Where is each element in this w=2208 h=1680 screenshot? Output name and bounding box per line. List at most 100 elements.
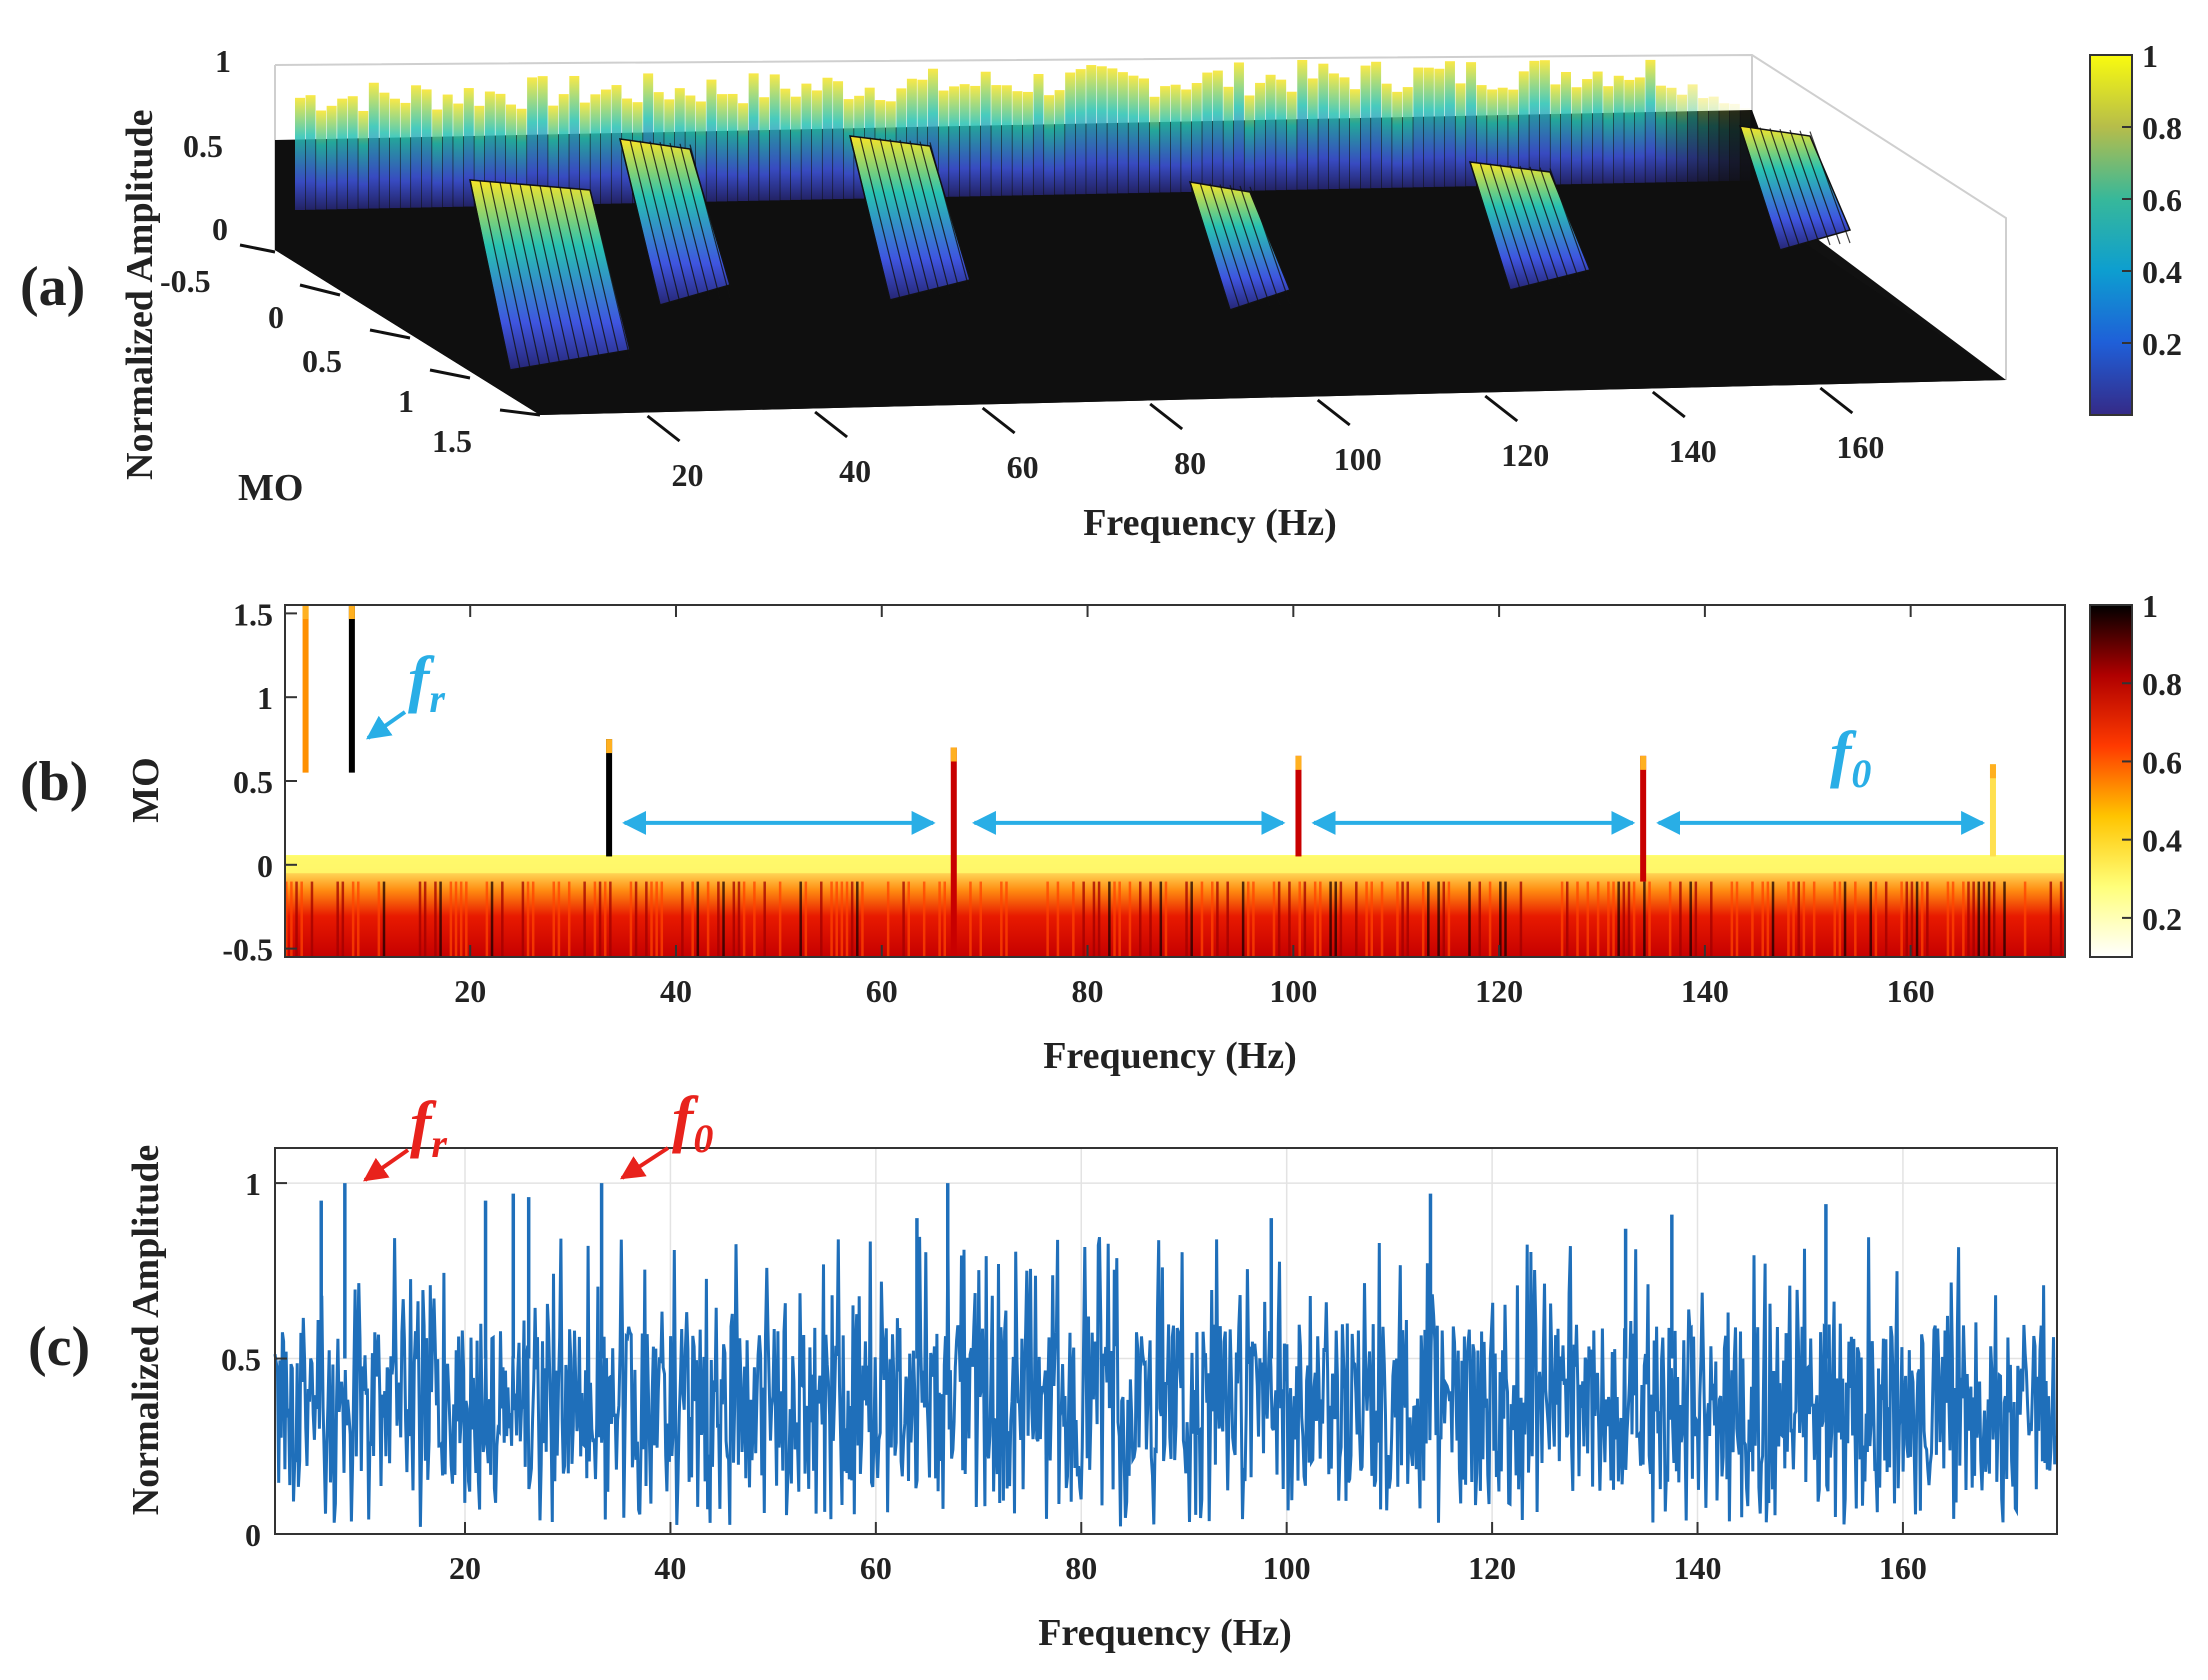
surface-peak [326,105,337,210]
ridge-mesh-line [859,136,901,300]
surface-peak [1012,91,1023,196]
heatmap-stripe [1072,881,1075,957]
ridge-mesh-line [509,183,551,367]
heatmap-stripe [1730,881,1734,957]
heatmap-stripe [609,881,612,957]
surface-peak [811,90,822,200]
heatmap-stripe [1787,881,1790,957]
heatmap-stripe [485,881,489,957]
heatmap-stripe [820,881,823,957]
surface-peak [368,82,379,209]
ridge-mesh-line [479,180,521,370]
ridge-mesh-line [1519,165,1561,286]
heatmap-stripe [691,881,694,957]
surface-peak [769,74,780,201]
ridge-mesh-line [569,187,611,361]
heatmap-stripe [1910,881,1914,957]
heatmap-stripe [1272,881,1276,957]
surface-peak [1603,86,1614,184]
heatmap-stripe [1710,881,1713,957]
surface-peak [1698,98,1709,182]
y-axis-label: Normalized Amplitude [125,1145,167,1515]
heatmap-stripe [1427,881,1430,957]
x-tick-label: 80 [1065,1550,1097,1586]
heatmap-stripe [1560,881,1564,957]
colorbar-tick-label: 0.4 [2142,823,2182,859]
colorbar-tick-label: 0.6 [2142,744,2182,780]
colorbar-a-bar [2089,54,2133,416]
surface-peak [548,105,559,205]
surface-peak [1265,74,1276,191]
annotation-f0-c-letter: f0 [672,1083,713,1161]
heatmap-line-cap [606,739,613,754]
surface-peak [295,97,305,210]
surface-peak [316,110,327,210]
heatmap-stripe [886,881,890,957]
heatmap-stripe [1288,881,1291,957]
ridge-mesh-line [1199,182,1241,310]
surface-peak [980,71,991,197]
x-tick-label: 80 [1174,445,1206,481]
surface-peak [970,85,981,197]
heatmap-stripe [1771,881,1775,957]
surface-peak [432,109,443,208]
x-tick-mark [814,410,849,439]
plot-frame [274,1147,2058,1535]
surface-peak [1645,59,1656,183]
ridge-mesh-line [689,144,731,299]
heatmap-line [1989,764,1996,857]
heatmap-stripe [845,881,849,957]
surface-peak [1666,87,1677,183]
heatmap-line [348,605,355,773]
heatmap-area [284,604,2066,958]
ridge-mesh-line [679,143,721,300]
surface-peak [569,75,580,205]
heatmap-stripe [1607,881,1610,957]
ridge-mesh-line [1479,162,1521,290]
heatmap-lines [302,605,1996,957]
surface-peak [516,108,527,206]
surface-peak [453,103,464,207]
surface-peak [1107,68,1118,194]
z-tick: 0 [212,211,228,247]
heatmap-stripe [531,881,535,957]
ridge-mesh-line [1489,163,1531,289]
heatmap-stripe [1313,881,1317,957]
ridge-mesh-line [659,142,701,302]
heatmap-stripe [1334,881,1337,957]
heatmap-stripe [1962,881,1965,957]
surface-peak [1466,62,1477,187]
annotation-f0-b: f0 [1830,718,1871,796]
heatmap-line-cap [950,747,957,762]
surface-peak [717,94,727,202]
colorbar-tick-label: 1 [2142,38,2158,74]
annotation-fr-b: fr [366,643,445,740]
ridge-mesh-line [919,141,961,294]
x-axis: Frequency (Hz) 20 40 60 80 100 120 140 160 [646,386,1884,544]
heatmap-stripe [459,881,463,957]
heatmap-stripe [1447,881,1451,957]
heatmap-stripe [1499,881,1502,957]
line-plot-area [273,1147,2058,1535]
heatmap-stripe [377,881,381,957]
surface-peak [759,97,770,201]
surface-peak [748,73,759,201]
ridge-mesh-line [1219,184,1261,308]
heatmap-stripe [1190,881,1193,957]
heatmap-stripe [1565,881,1569,957]
heatmap-stripe [1612,881,1615,957]
heatmap-stripe [1751,881,1754,957]
heatmap-stripe [1319,881,1322,957]
heatmap-stripe [1046,881,1049,957]
ridge-mesh-line [849,135,891,301]
heatmap-stripe [1421,881,1425,957]
annotation-f0-c: f0 [619,1083,713,1180]
ridges [469,125,1852,371]
ridge-mesh-line [1509,165,1551,287]
heatmap-stripe [449,881,453,957]
heatmap-stripe [1679,881,1682,957]
heatmap-stripe [465,881,468,957]
surface-peak [843,99,854,199]
y-tick-label: -0.5 [222,932,273,968]
annotation-fr-c: fr [363,1088,447,1182]
